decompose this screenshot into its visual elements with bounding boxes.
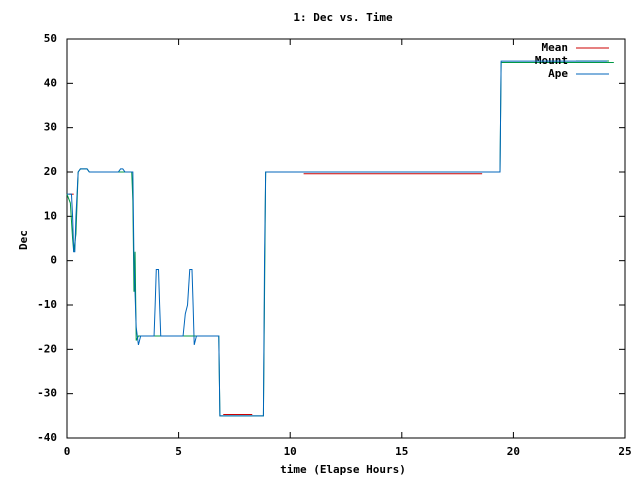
x-tick-label: 25 <box>618 445 631 458</box>
x-axis-label: time (Elapse Hours) <box>280 463 406 476</box>
y-tick-label: 50 <box>44 32 57 45</box>
legend-label: Mean <box>542 41 569 54</box>
y-tick-label: 0 <box>50 254 57 267</box>
series-line <box>67 60 608 417</box>
y-tick-label: -40 <box>37 431 57 444</box>
legend-label: Ape <box>548 67 568 80</box>
y-tick-label: -10 <box>37 298 57 311</box>
x-tick-label: 20 <box>507 445 520 458</box>
y-tick-label: -20 <box>37 342 57 355</box>
chart-title: 1: Dec vs. Time <box>293 11 393 24</box>
x-tick-label: 5 <box>175 445 182 458</box>
y-tick-label: 40 <box>44 76 57 89</box>
x-tick-label: 10 <box>284 445 297 458</box>
y-tick-label: -30 <box>37 387 57 400</box>
y-axis-label: Dec <box>17 230 30 250</box>
y-tick-label: 10 <box>44 209 57 222</box>
x-tick-label: 15 <box>395 445 408 458</box>
legend-label: Mount <box>535 54 568 67</box>
y-tick-label: 20 <box>44 165 57 178</box>
series-line <box>66 61 614 417</box>
x-tick-label: 0 <box>64 445 71 458</box>
plot-border <box>66 38 626 439</box>
y-tick-label: 30 <box>44 121 57 134</box>
